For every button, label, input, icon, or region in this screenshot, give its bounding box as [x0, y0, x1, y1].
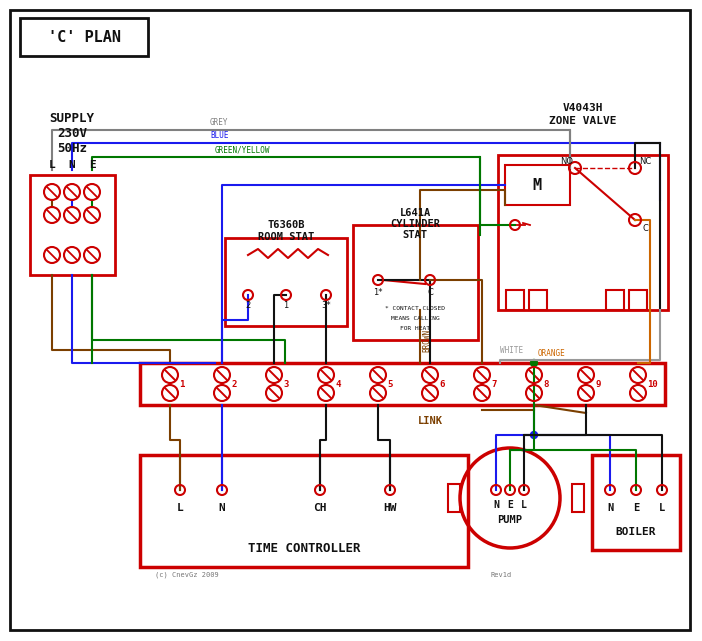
Circle shape	[531, 360, 538, 367]
Text: PUMP: PUMP	[498, 515, 522, 525]
Text: 1: 1	[179, 379, 185, 388]
Text: CYLINDER: CYLINDER	[390, 219, 440, 229]
Text: SUPPLY: SUPPLY	[50, 112, 95, 124]
Text: 'C' PLAN: 'C' PLAN	[48, 29, 121, 44]
Text: N: N	[69, 160, 75, 170]
Text: BLUE: BLUE	[210, 131, 228, 140]
Text: N: N	[493, 500, 499, 510]
Circle shape	[531, 431, 538, 438]
Text: E: E	[88, 160, 95, 170]
Text: BROWN: BROWN	[422, 328, 431, 351]
Text: 2: 2	[246, 301, 251, 310]
Text: 6: 6	[439, 379, 444, 388]
Text: E: E	[633, 503, 639, 513]
Text: Rev1d: Rev1d	[490, 572, 511, 578]
Text: 7: 7	[491, 379, 496, 388]
Text: L: L	[521, 500, 527, 510]
Text: T6360B: T6360B	[267, 220, 305, 230]
Text: N: N	[607, 503, 613, 513]
Text: 2: 2	[231, 379, 237, 388]
Text: ROOM STAT: ROOM STAT	[258, 232, 314, 242]
Text: N: N	[218, 503, 225, 513]
Text: L641A: L641A	[399, 208, 430, 218]
Text: 3: 3	[283, 379, 289, 388]
Text: FOR HEAT: FOR HEAT	[400, 326, 430, 331]
Text: L: L	[659, 503, 665, 513]
Text: 1*: 1*	[373, 288, 383, 297]
Text: ZONE VALVE: ZONE VALVE	[549, 116, 617, 126]
Text: 1: 1	[284, 301, 289, 310]
Text: WHITE: WHITE	[500, 346, 523, 355]
Text: 230V: 230V	[57, 126, 87, 140]
Text: NC: NC	[639, 156, 651, 165]
Text: HW: HW	[383, 503, 397, 513]
Text: V4043H: V4043H	[563, 103, 603, 113]
Text: 50Hz: 50Hz	[57, 142, 87, 154]
Text: TIME CONTROLLER: TIME CONTROLLER	[248, 542, 360, 556]
Text: L: L	[177, 503, 183, 513]
Text: 9: 9	[595, 379, 600, 388]
Text: GREEN/YELLOW: GREEN/YELLOW	[215, 145, 270, 154]
Text: * CONTACT CLOSED: * CONTACT CLOSED	[385, 306, 445, 310]
Text: MEANS CALLING: MEANS CALLING	[390, 315, 439, 320]
Text: 8: 8	[543, 379, 548, 388]
Text: STAT: STAT	[402, 230, 428, 240]
Text: (c) CnevGz 2009: (c) CnevGz 2009	[155, 572, 219, 578]
Text: CH: CH	[313, 503, 326, 513]
Text: M: M	[532, 178, 541, 192]
Text: 10: 10	[647, 379, 658, 388]
Text: 3*: 3*	[322, 301, 331, 310]
Text: L: L	[48, 160, 55, 170]
Text: GREY: GREY	[210, 118, 228, 127]
Text: LINK: LINK	[418, 416, 442, 426]
Text: E: E	[507, 500, 513, 510]
Text: NO: NO	[560, 156, 574, 165]
Text: BOILER: BOILER	[616, 527, 656, 537]
Text: C: C	[642, 224, 648, 233]
Text: C: C	[427, 288, 433, 297]
Text: 5: 5	[387, 379, 392, 388]
Text: 4: 4	[335, 379, 340, 388]
Text: ORANGE: ORANGE	[538, 349, 566, 358]
